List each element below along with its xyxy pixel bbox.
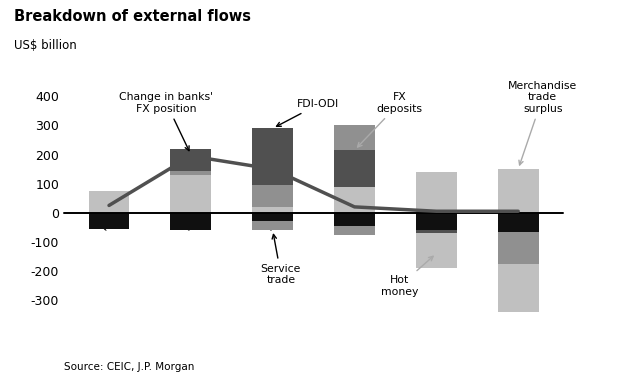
Bar bbox=[252, 185, 293, 207]
Bar bbox=[416, 230, 457, 233]
Bar bbox=[170, 213, 211, 230]
Text: Breakdown of external flows: Breakdown of external flows bbox=[14, 9, 251, 24]
Bar bbox=[416, 230, 457, 268]
Bar bbox=[88, 213, 129, 229]
Bar bbox=[252, 213, 293, 222]
Text: Source: CEIC, J.P. Morgan: Source: CEIC, J.P. Morgan bbox=[64, 363, 195, 372]
Text: Service
trade: Service trade bbox=[260, 234, 301, 285]
Text: FDI-ODI: FDI-ODI bbox=[276, 100, 339, 126]
Bar bbox=[252, 207, 293, 213]
Bar bbox=[170, 175, 211, 213]
Bar bbox=[170, 149, 211, 171]
Bar bbox=[334, 125, 375, 150]
Bar bbox=[334, 150, 375, 187]
Text: US$ billion: US$ billion bbox=[14, 40, 77, 52]
Bar bbox=[252, 128, 293, 185]
Text: Change in banks'
FX position: Change in banks' FX position bbox=[119, 92, 213, 150]
Text: Merchandise
trade
surplus: Merchandise trade surplus bbox=[508, 81, 577, 165]
Bar bbox=[498, 213, 539, 232]
Text: Hot
money: Hot money bbox=[381, 256, 433, 297]
Bar bbox=[88, 191, 129, 213]
Bar bbox=[334, 187, 375, 213]
Text: FX
deposits: FX deposits bbox=[358, 92, 422, 147]
Bar bbox=[498, 232, 539, 264]
Bar bbox=[170, 171, 211, 175]
Bar bbox=[416, 213, 457, 230]
Bar bbox=[334, 226, 375, 234]
Bar bbox=[498, 264, 539, 328]
Bar bbox=[498, 169, 539, 213]
Bar bbox=[334, 213, 375, 226]
Bar bbox=[252, 222, 293, 230]
Bar bbox=[416, 172, 457, 213]
